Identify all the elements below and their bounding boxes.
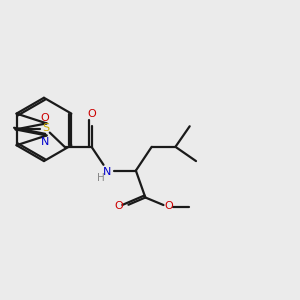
- Text: H: H: [97, 172, 105, 182]
- Text: O: O: [41, 113, 50, 123]
- Text: O: O: [164, 201, 173, 212]
- Text: N: N: [103, 167, 111, 177]
- Text: S: S: [42, 124, 49, 134]
- Text: O: O: [114, 201, 123, 212]
- Text: O: O: [87, 109, 96, 118]
- Text: N: N: [41, 137, 49, 147]
